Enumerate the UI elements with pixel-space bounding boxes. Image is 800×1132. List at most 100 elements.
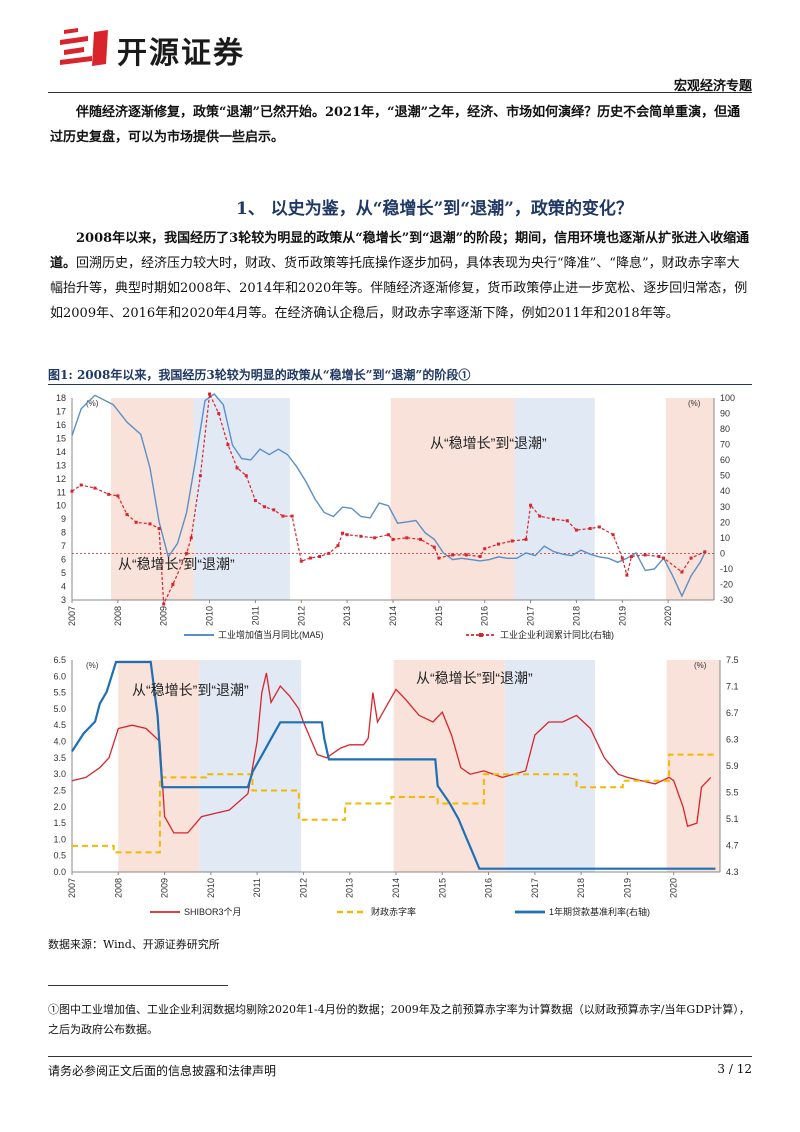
series-marker [162,602,166,606]
left-tick-label: 3.0 [53,769,66,779]
x-tick-label: 2014 [388,606,398,626]
series-marker [574,528,578,532]
chart-rates-deficit: 0.0 0.5 1.0 1.5 2.0 2.5 3.0 3.5 4.0 4.5 5.0 5.5 6.0 6… [53,655,739,917]
legend-label: 工业企业利润累计同比(右轴) [500,629,614,640]
right-tick-label: 4.7 [726,841,739,851]
series-marker [510,539,514,543]
series-marker [148,522,152,526]
right-tick-label: 60 [720,455,730,465]
series-marker [524,537,528,541]
series-marker [327,551,331,555]
series-marker [662,556,666,560]
x-tick-label: 2020 [669,878,679,898]
left-tick-label: 16 [56,420,66,430]
x-tick-label: 2019 [622,878,632,898]
brand-name: 开源证券 [117,36,245,71]
series-marker [171,582,175,586]
series-marker [689,556,693,560]
x-tick-label: 2016 [480,606,490,626]
legend-label: SHIBOR3个月 [184,907,242,917]
series-marker [625,573,629,577]
series-marker [345,533,349,537]
x-tick-label: 2013 [342,606,352,626]
series-marker [483,547,487,551]
series-marker [235,466,239,470]
series-marker [657,554,661,558]
header-divider [48,92,752,93]
series-marker [272,508,276,512]
right-tick-label: 50 [720,471,730,481]
left-tick-label: 2.5 [53,785,66,795]
right-tick-label: 30 [720,502,730,512]
legend-label: 1年期贷款基准利率(右轴) [549,906,650,917]
series-marker [478,554,482,558]
x-tick-label: 2007 [67,878,77,898]
series-marker [386,533,390,537]
series-marker [318,554,322,558]
x-tick-label: 2016 [484,878,494,898]
right-tick-label: 80 [720,424,730,434]
left-tick-label: 18 [56,393,66,403]
right-tick-label: 0 [720,548,725,558]
left-tick-label: 8 [61,528,66,538]
right-tick-label: 4.3 [726,867,739,877]
x-tick-label: 2010 [205,606,215,626]
x-tick-label: 2014 [391,878,401,898]
right-tick-label: 100 [720,393,735,403]
x-tick-label: 2020 [663,606,673,626]
right-tick-label: 20 [720,517,730,527]
series-marker [290,514,294,518]
policy-period-band [514,398,595,600]
series-marker [629,554,633,558]
page-number: 3 / 12 [717,1062,752,1076]
series-marker [703,550,707,554]
x-tick-label: 2009 [160,878,170,898]
left-tick-label: 0.5 [53,851,66,861]
x-tick-label: 2012 [296,606,306,626]
right-unit-label: (%) [694,661,707,670]
series-marker [588,527,592,531]
series-marker [299,559,303,563]
series-marker [597,525,601,529]
right-tick-label: 5.1 [726,814,739,824]
left-unit-label: (%) [86,661,99,670]
policy-period-band [390,398,515,600]
series-marker [373,536,377,540]
x-tick-label: 2008 [113,878,123,898]
policy-period-band [665,398,714,600]
right-tick-label: -20 [720,579,733,589]
series-marker [419,537,423,541]
policy-period-band [193,398,290,600]
period-annotation: 从“稳增长”到“退潮” [118,556,235,572]
left-tick-label: 1.5 [53,818,66,828]
right-tick-label: 10 [720,533,730,543]
left-tick-label: 3.5 [53,753,66,763]
series-marker [263,505,267,509]
policy-period-band [504,660,596,872]
series-marker [359,534,363,538]
series-marker [70,489,74,493]
legend-label: 工业增加值当月同比(MA5) [218,629,324,640]
series-marker [529,503,533,507]
series-line [72,753,716,854]
left-tick-label: 4.0 [53,737,66,747]
left-tick-label: 12 [56,474,66,484]
policy-period-band [118,660,200,872]
series-marker [496,542,500,546]
series-marker [226,443,230,447]
left-tick-label: 5.0 [53,704,66,714]
x-tick-label: 2018 [576,878,586,898]
series-marker [107,492,111,496]
left-tick-label: 6.0 [53,671,66,681]
series-marker [217,412,221,416]
series-marker [643,553,647,557]
left-tick-label: 10 [56,501,66,511]
right-unit-label: (%) [688,399,701,408]
left-tick-label: 9 [61,514,66,524]
left-tick-label: 6 [61,555,66,565]
policy-period-band [666,660,720,872]
series-marker [341,531,345,535]
left-tick-label: 11 [57,487,66,497]
series-marker [538,514,542,518]
chart-ip-profit: 3 4 5 6 7 8 9 10 11 12 13 14 15 16 17 18 -30 -20 -10 0 10 20 3… [56,391,735,640]
